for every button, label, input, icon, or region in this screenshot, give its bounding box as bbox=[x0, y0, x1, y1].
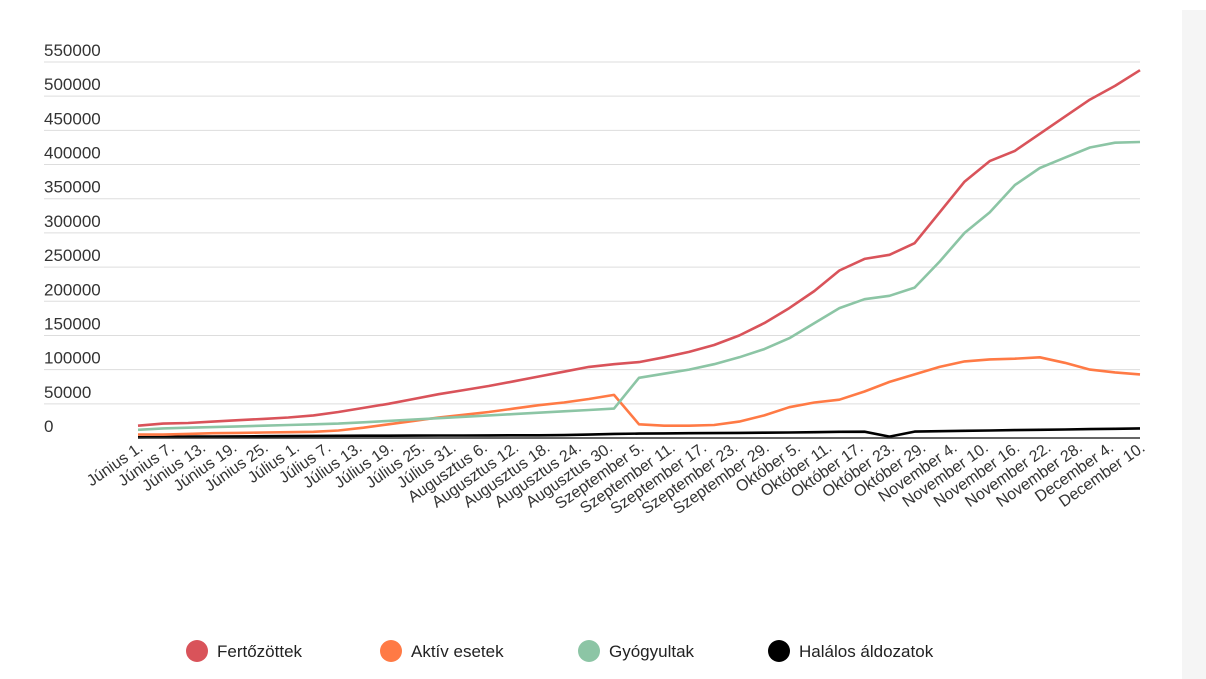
series-line-2 bbox=[137, 140, 1141, 432]
legend-label: Fertőzöttek bbox=[217, 642, 303, 661]
line-chart: 0 50000 100000 150000 200000 250000 300000 3500… bbox=[44, 41, 1148, 662]
y-tick-label: 100000 bbox=[44, 349, 101, 368]
legend-label: Halálos áldozatok bbox=[799, 642, 934, 661]
y-tick-label: 0 bbox=[44, 417, 53, 436]
legend-label: Aktív esetek bbox=[411, 642, 504, 661]
y-tick-label: 150000 bbox=[44, 314, 101, 333]
grid-lines bbox=[44, 61, 1140, 405]
legend: Fertőzöttek Aktív esetek Gyógyultak Halálos… bbox=[186, 640, 934, 662]
y-tick-label: 500000 bbox=[44, 75, 101, 94]
legend-swatch bbox=[186, 640, 208, 662]
legend-item[interactable]: Aktív esetek bbox=[380, 640, 504, 662]
y-tick-label: 350000 bbox=[44, 178, 101, 197]
y-tick-label: 200000 bbox=[44, 280, 101, 299]
series-line-3 bbox=[137, 427, 1141, 439]
series-line-1 bbox=[138, 356, 1141, 436]
scrollbar-track[interactable] bbox=[1182, 10, 1206, 679]
x-axis-ticks: Június 1.Június 7.Június 13.Június 19.Jú… bbox=[84, 439, 1148, 518]
y-tick-label: 550000 bbox=[44, 41, 101, 60]
y-tick-label: 300000 bbox=[44, 212, 101, 231]
y-tick-label: 400000 bbox=[44, 144, 101, 163]
legend-item[interactable]: Gyógyultak bbox=[578, 640, 695, 662]
y-axis-ticks: 0 50000 100000 150000 200000 250000 300000 3500… bbox=[44, 41, 101, 436]
legend-swatch bbox=[768, 640, 790, 662]
legend-item[interactable]: Halálos áldozatok bbox=[768, 640, 934, 662]
series-line-0 bbox=[137, 69, 1141, 427]
legend-label: Gyógyultak bbox=[609, 642, 695, 661]
legend-swatch bbox=[380, 640, 402, 662]
chart-card: 0 50000 100000 150000 200000 250000 300000 3500… bbox=[10, 10, 1182, 679]
y-tick-label: 250000 bbox=[44, 246, 101, 265]
y-tick-label: 450000 bbox=[44, 109, 101, 128]
y-tick-label: 50000 bbox=[44, 383, 91, 402]
legend-swatch bbox=[578, 640, 600, 662]
legend-item[interactable]: Fertőzöttek bbox=[186, 640, 303, 662]
series-lines bbox=[137, 69, 1141, 439]
